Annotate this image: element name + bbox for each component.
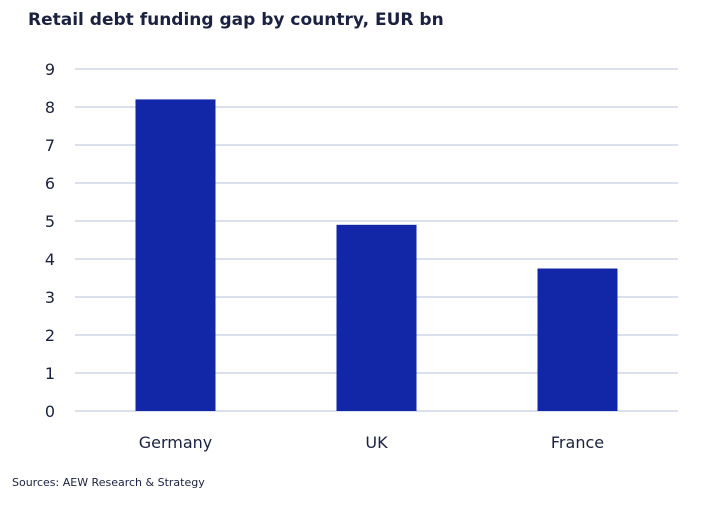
chart-title: Retail debt funding gap by country, EUR … bbox=[28, 10, 444, 30]
y-tick-label: 3 bbox=[45, 288, 55, 307]
bar-uk bbox=[336, 224, 417, 411]
x-tick-label: France bbox=[551, 433, 604, 452]
y-tick-label: 0 bbox=[45, 402, 55, 421]
y-tick-label: 5 bbox=[45, 212, 55, 231]
bar-france bbox=[537, 268, 618, 411]
y-tick-label: 1 bbox=[45, 364, 55, 383]
source-note: Sources: AEW Research & Strategy bbox=[12, 476, 205, 489]
y-tick-label: 8 bbox=[45, 98, 55, 117]
y-tick-label: 4 bbox=[45, 250, 55, 269]
x-tick-label: Germany bbox=[139, 433, 213, 452]
y-tick-label: 6 bbox=[45, 174, 55, 193]
x-tick-label: UK bbox=[365, 433, 388, 452]
y-tick-label: 9 bbox=[45, 60, 55, 79]
y-tick-label: 7 bbox=[45, 136, 55, 155]
y-tick-label: 2 bbox=[45, 326, 55, 345]
bar-germany bbox=[135, 99, 216, 412]
